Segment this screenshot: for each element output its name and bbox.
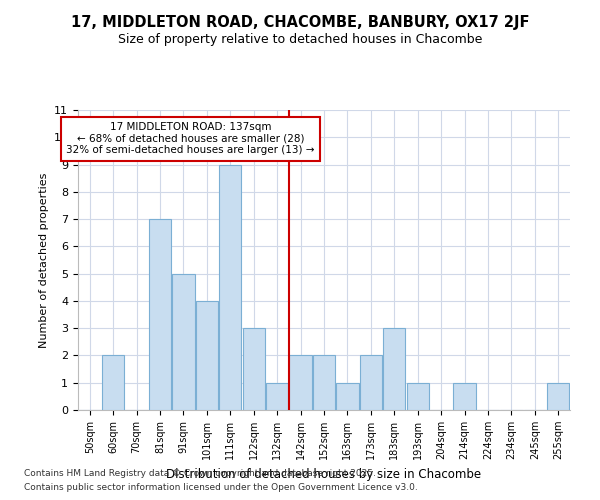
Bar [149, 219, 171, 410]
Bar [102, 356, 124, 410]
Bar [242, 328, 265, 410]
Text: Contains public sector information licensed under the Open Government Licence v3: Contains public sector information licen… [24, 484, 418, 492]
Bar [360, 356, 382, 410]
Bar [383, 328, 406, 410]
Y-axis label: Number of detached properties: Number of detached properties [39, 172, 49, 348]
Bar [266, 382, 288, 410]
Bar [289, 356, 312, 410]
Bar [196, 301, 218, 410]
X-axis label: Distribution of detached houses by size in Chacombe: Distribution of detached houses by size … [166, 468, 482, 480]
Bar [337, 382, 359, 410]
Text: 17, MIDDLETON ROAD, CHACOMBE, BANBURY, OX17 2JF: 17, MIDDLETON ROAD, CHACOMBE, BANBURY, O… [71, 15, 529, 30]
Bar [313, 356, 335, 410]
Text: 17 MIDDLETON ROAD: 137sqm
← 68% of detached houses are smaller (28)
32% of semi-: 17 MIDDLETON ROAD: 137sqm ← 68% of detac… [66, 122, 315, 156]
Bar [454, 382, 476, 410]
Bar [547, 382, 569, 410]
Text: Contains HM Land Registry data © Crown copyright and database right 2025.: Contains HM Land Registry data © Crown c… [24, 468, 376, 477]
Text: Size of property relative to detached houses in Chacombe: Size of property relative to detached ho… [118, 32, 482, 46]
Bar [407, 382, 429, 410]
Bar [219, 164, 241, 410]
Bar [172, 274, 194, 410]
